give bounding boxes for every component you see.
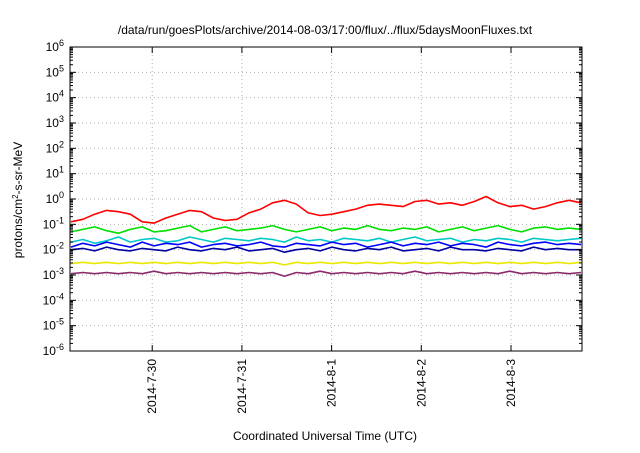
x-tick-label: 2014-8-1 <box>325 359 339 407</box>
x-tick-label: 2014-8-3 <box>504 359 518 407</box>
series-line <box>70 236 582 245</box>
x-tick-label: 2014-8-2 <box>414 359 428 407</box>
y-axis-label: protons/cm2-s-sr-MeV <box>11 142 26 258</box>
series-line <box>70 270 582 278</box>
y-tick-label: 103 <box>46 114 64 130</box>
y-tick-label: 106 <box>46 38 64 54</box>
chart-title: /data/run/goesPlots/archive/2014-08-03/1… <box>118 23 533 37</box>
y-tick-label: 10-1 <box>43 215 64 231</box>
y-tick-label: 10-3 <box>43 266 64 282</box>
y-tick-label: 101 <box>46 165 64 181</box>
series-line <box>70 261 582 266</box>
y-tick-label: 104 <box>46 89 64 105</box>
series-line <box>70 241 582 248</box>
y-tick-label: 100 <box>46 190 64 206</box>
y-tick-label: 10-2 <box>43 241 64 257</box>
x-axis: 2014-7-30 2014-7-31 2014-8-1 2014-8-2 2014-8… <box>145 47 518 414</box>
series-line <box>70 224 582 234</box>
y-tick-label: 10-4 <box>43 291 64 307</box>
y-tick-label: 10-5 <box>43 317 64 333</box>
y-axis-label-unit: -s-sr-MeV <box>11 142 25 195</box>
y-tick-label: 102 <box>46 139 64 155</box>
y-axis-label-sup: 2 <box>11 194 20 199</box>
grid-lines <box>70 47 582 351</box>
series-line <box>70 246 581 253</box>
y-axis: 106 105 104 103 102 101 100 10-1 10-2 10-3 10-4 10-… <box>43 38 582 358</box>
x-axis-label: Coordinated Universal Time (UTC) <box>233 429 417 443</box>
y-tick-label: 10-6 <box>43 342 64 358</box>
x-tick-label: 2014-7-31 <box>235 359 249 414</box>
y-axis-label-main: protons/cm <box>11 199 25 258</box>
y-tick-label: 105 <box>46 63 64 79</box>
series-layer <box>70 195 582 278</box>
series-line <box>70 195 582 224</box>
x-tick-label: 2014-7-30 <box>145 359 159 414</box>
